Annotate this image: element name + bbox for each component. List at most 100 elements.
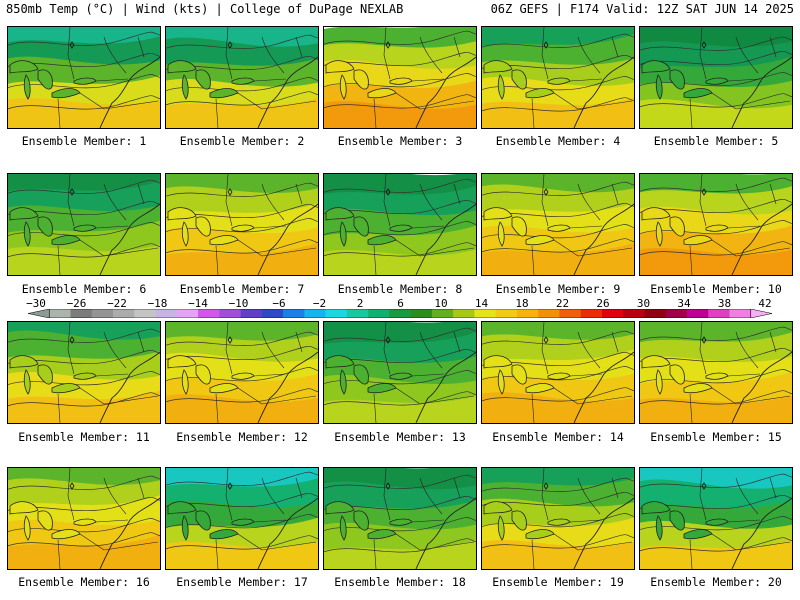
colorbar-swatch [219, 309, 241, 318]
lake-outline [353, 69, 369, 90]
colorbar-tick-label: 14 [474, 297, 489, 310]
colorbar-swatch [389, 309, 411, 318]
lake-outline [167, 355, 197, 369]
ensemble-member-caption: Ensemble Member: 20 [650, 575, 782, 589]
temperature-band [324, 539, 476, 569]
ensemble-map [324, 322, 476, 423]
coastline [99, 497, 160, 569]
state-border [373, 539, 377, 569]
colorbar-swatch [601, 309, 624, 318]
ensemble-map [8, 27, 160, 128]
state-border [419, 36, 443, 74]
colorbar-tick-label: 34 [677, 297, 691, 310]
ensemble-map-panel [481, 467, 635, 570]
station-marker [385, 188, 391, 196]
lake-outline [497, 515, 505, 541]
state-border [395, 92, 421, 110]
state-border [261, 183, 285, 221]
lake-outline [353, 216, 369, 237]
colorbar-tick-label: −2 [312, 297, 327, 310]
coastline [415, 497, 476, 569]
temperature-contour [166, 471, 318, 486]
temperature-contour [8, 328, 160, 343]
lake-outline [73, 518, 97, 526]
state-border [383, 322, 391, 375]
station-marker [701, 41, 707, 49]
lake-outline [181, 369, 189, 395]
temperature-contour [8, 518, 160, 533]
temperature-contour [324, 391, 476, 406]
colorbar-swatch [155, 309, 178, 318]
state-border [57, 245, 61, 275]
lake-outline [497, 369, 505, 395]
colorbar-swatch [516, 309, 539, 318]
ensemble-map-panel [7, 467, 161, 570]
state-border [67, 322, 75, 375]
colorbar-swatch [708, 309, 730, 318]
temperature-contour [482, 477, 634, 492]
state-border [711, 92, 737, 110]
lake-outline [511, 216, 527, 237]
temperature-contour [324, 370, 476, 385]
state-border [57, 98, 61, 128]
temperature-contour [324, 474, 476, 489]
station-marker [385, 41, 391, 49]
temperature-contour [640, 50, 792, 66]
temperature-contour [640, 390, 792, 405]
ensemble-member-caption: Ensemble Member: 10 [650, 282, 782, 296]
temperature-contour [324, 517, 476, 532]
temperature-band [482, 242, 634, 275]
temperature-contour [482, 387, 634, 402]
colorbar-tick-label: −6 [272, 297, 286, 310]
colorbar-swatch [240, 309, 263, 318]
lake-outline [367, 529, 397, 540]
lake-outline [195, 69, 211, 90]
colorbar-swatch [368, 309, 390, 318]
state-border [611, 331, 619, 353]
temperature-contour [640, 537, 792, 552]
state-border [541, 322, 549, 375]
lake-outline [209, 88, 239, 99]
state-border [79, 387, 105, 405]
ensemble-member-caption: Ensemble Member: 8 [337, 282, 463, 296]
temperature-contour [482, 366, 634, 381]
station-marker [69, 188, 75, 196]
lake-outline [325, 501, 355, 515]
lake-outline [483, 501, 513, 515]
state-border [453, 36, 461, 58]
lake-outline [231, 372, 255, 380]
temperature-contour [8, 475, 160, 490]
ensemble-map-panel [7, 321, 161, 424]
state-border [79, 533, 105, 551]
ensemble-member-caption: Ensemble Member: 5 [653, 134, 779, 148]
state-border [735, 541, 791, 551]
temperature-band [166, 394, 318, 423]
state-border [727, 78, 761, 82]
colorbar-tick-label: −18 [147, 297, 168, 310]
temperature-contour [640, 177, 792, 192]
lake-outline [497, 221, 505, 247]
temperature-contour [640, 72, 792, 87]
state-border [689, 539, 693, 569]
lake-outline [483, 355, 513, 369]
lake-outline [525, 383, 555, 394]
state-border [383, 27, 391, 80]
temperature-contour [482, 181, 634, 196]
lake-outline [511, 364, 527, 385]
coastline [573, 497, 634, 569]
state-border [699, 27, 707, 80]
temperature-contour [324, 221, 476, 236]
state-border [453, 477, 461, 499]
state-border [419, 183, 443, 221]
coastline [99, 56, 160, 128]
colorbar-swatch [495, 309, 518, 318]
ensemble-member-caption: Ensemble Member: 17 [176, 575, 308, 589]
lake-outline [181, 515, 189, 541]
state-border [735, 183, 759, 221]
ensemble-member-caption: Ensemble Member: 2 [179, 134, 305, 148]
state-border [735, 395, 791, 405]
lake-outline [525, 235, 555, 246]
state-border [553, 92, 579, 110]
lake-outline [37, 364, 53, 385]
state-border [577, 477, 601, 515]
